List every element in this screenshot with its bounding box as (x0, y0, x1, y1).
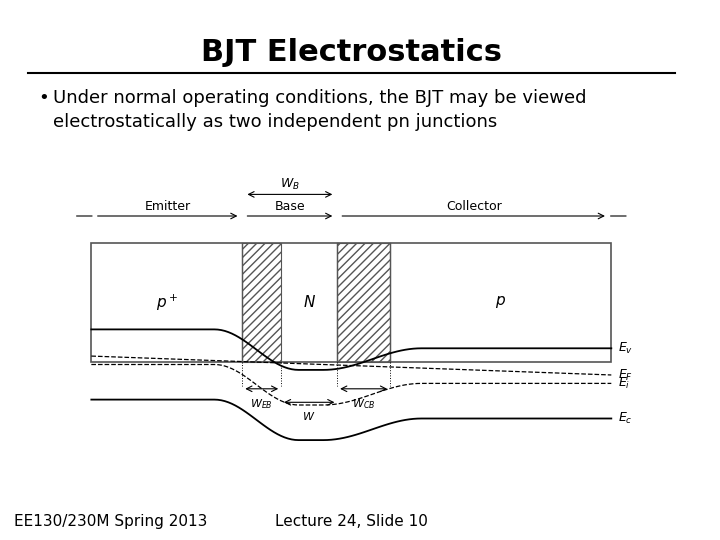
Text: $E_F$: $E_F$ (618, 367, 634, 382)
Bar (243, 243, 281, 362)
Text: $E_i$: $E_i$ (618, 376, 631, 391)
Text: $W_{CB}$: $W_{CB}$ (352, 397, 375, 411)
Text: $p$: $p$ (495, 294, 506, 310)
Text: BJT Electrostatics: BJT Electrostatics (201, 38, 502, 67)
Text: Lecture 24, Slide 10: Lecture 24, Slide 10 (275, 514, 428, 529)
Text: EE130/230M Spring 2013: EE130/230M Spring 2013 (14, 514, 207, 529)
Text: Collector: Collector (446, 200, 502, 213)
Text: Base: Base (274, 200, 305, 213)
Text: $E_c$: $E_c$ (618, 411, 633, 426)
Bar (91, 243, 611, 362)
Text: $W$: $W$ (302, 410, 316, 422)
Text: $E_v$: $E_v$ (618, 341, 634, 356)
Text: Under normal operating conditions, the BJT may be viewed
electrostatically as tw: Under normal operating conditions, the B… (53, 89, 586, 131)
Text: $p^+$: $p^+$ (156, 292, 178, 313)
Text: $N$: $N$ (302, 294, 315, 310)
Text: $W_B$: $W_B$ (280, 177, 300, 192)
Text: Emitter: Emitter (145, 200, 191, 213)
Text: •: • (39, 89, 50, 107)
Text: $W_{EB}$: $W_{EB}$ (251, 397, 273, 411)
Bar (337, 243, 390, 362)
